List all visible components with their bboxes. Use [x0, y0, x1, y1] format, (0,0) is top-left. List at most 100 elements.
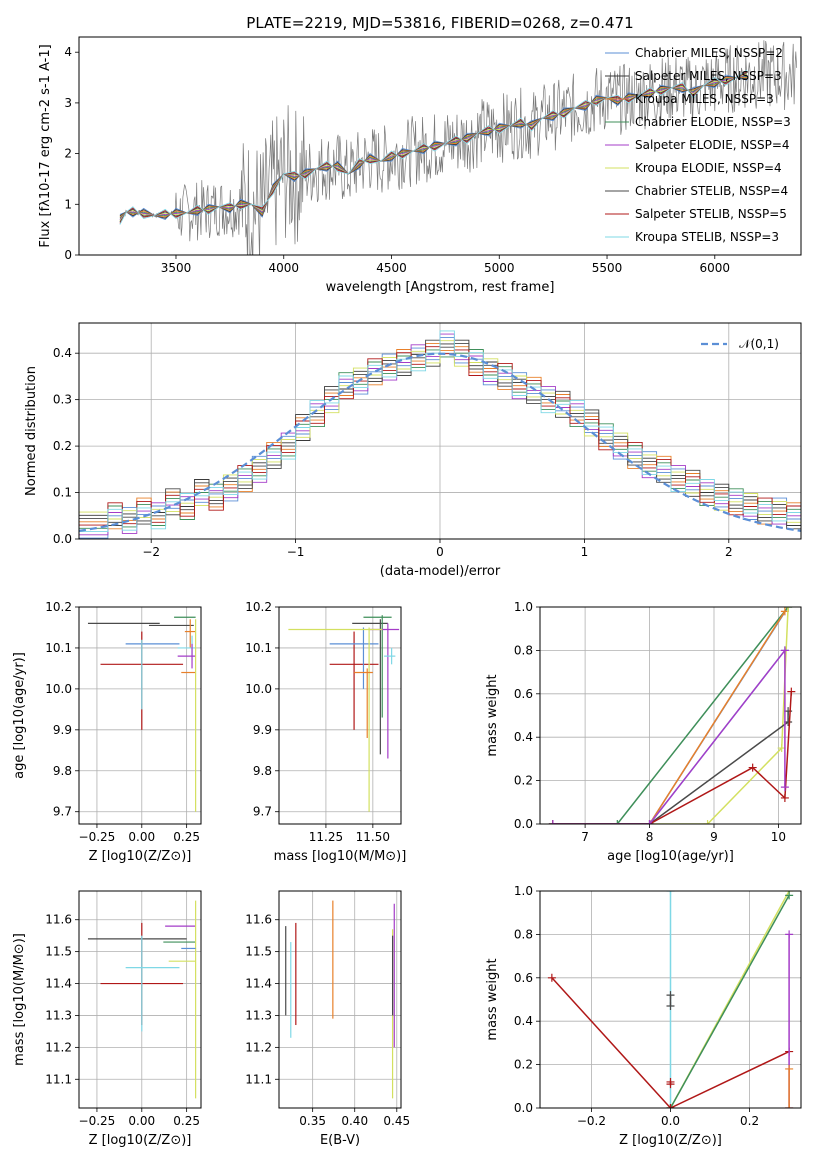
weight-point: [748, 763, 757, 772]
weight_vs_Z-y-tick-label: 1.0: [514, 884, 533, 898]
age_vs_mass-y-tick-label: 10.1: [245, 641, 272, 655]
residual-histogram: [79, 340, 801, 523]
mass_vs_ebv-y-tick-label: 11.3: [245, 1008, 272, 1022]
mass_vs_Z-y-tick-label: 11.6: [45, 913, 72, 927]
mass_vs_Z-y-label: mass [log10(M/M⊙)]: [12, 933, 27, 1066]
residuals-x-tick-label: 0: [436, 545, 444, 559]
age_vs_mass-panel: 11.25 11.50 9.7 9.8 9.9 10.0 10.1 10.2 mass [log…: [245, 600, 406, 864]
weight_vs_Z-x-tick-label: −0.2: [577, 1114, 606, 1128]
age_vs_Z-x-tick-label: 0.00: [128, 830, 155, 844]
legend-label: Kroupa ELODIE, NSSP=4: [635, 161, 782, 175]
residuals-y-tick-label: 0.0: [53, 532, 72, 546]
weight_vs_age-y-tick-label: 0.2: [514, 774, 533, 788]
weight-point: [666, 891, 675, 895]
residuals-plot-area: [79, 323, 801, 539]
residuals-y-tick-label: 0.4: [53, 346, 72, 360]
weight-point: [666, 1077, 675, 1086]
weight_vs_age-y-tick-label: 0.8: [514, 643, 533, 657]
weight_vs_Z-y-tick-label: 0.2: [514, 1058, 533, 1072]
weight-point: [548, 820, 557, 824]
mass_vs_Z-y-tick-label: 11.3: [45, 1008, 72, 1022]
age_vs_mass-x-tick-label: 11.25: [309, 830, 343, 844]
weight-series-line: [552, 711, 789, 824]
figure-title: PLATE=2219, MJD=53816, FIBERID=0268, z=0…: [246, 14, 633, 32]
weight-point: [547, 973, 556, 982]
age_vs_Z-panel: −0.25 0.00 0.25 9.7 9.8 9.9 10.0 10.1 10.2 Z [log…: [12, 600, 202, 864]
spectrum-x-tick-label: 5000: [484, 261, 515, 275]
weight-point: [645, 820, 654, 824]
age_vs_Z-x-tick-label: −0.25: [79, 830, 116, 844]
residual-histogram: [79, 349, 801, 529]
spectrum-x-tick-label: 4000: [268, 261, 299, 275]
weight_vs_age-x-label: age [log10(age/yr)]: [607, 849, 734, 864]
residuals-frame: [78, 322, 802, 540]
age_vs_Z-y-tick-label: 9.9: [53, 723, 72, 737]
legend-label: 𝒩(0,1): [739, 337, 779, 351]
spectrum-y-tick-label: 2: [64, 147, 72, 161]
mass_vs_ebv-y-tick-label: 11.4: [245, 977, 272, 991]
spectrum-y-tick-label: 0: [64, 248, 72, 262]
spectrum-y-tick-label: 3: [64, 96, 72, 110]
mass_vs_Z-y-tick-label: 11.2: [45, 1040, 72, 1054]
weight-point: [785, 1104, 794, 1108]
weight-series-line: [552, 610, 786, 824]
mass_vs_ebv-x-label: E(B-V): [320, 1133, 360, 1148]
weight_vs_age-x-tick-label: 10: [771, 830, 786, 844]
weight-point: [785, 891, 794, 900]
weight_vs_age-x-tick-label: 9: [710, 830, 718, 844]
weight_vs_Z-x-tick-label: 0.0: [661, 1114, 680, 1128]
mass_vs_ebv-y-tick-label: 11.1: [245, 1072, 272, 1086]
legend-label: Salpeter ELODIE, NSSP=4: [635, 138, 790, 152]
weight_vs_age-y-tick-label: 0.6: [514, 687, 533, 701]
mass_vs_ebv-plot-area: [279, 891, 401, 1108]
residual-histogram: [79, 339, 801, 530]
mass_vs_ebv-x-tick-label: 0.45: [383, 1114, 410, 1128]
weight_vs_age-x-tick-label: 8: [646, 830, 654, 844]
age_vs_mass-y-tick-label: 10.2: [245, 600, 272, 614]
legend-label: Kroupa MILES, NSSP=3: [635, 92, 774, 106]
weight_vs_age-frame: [539, 606, 802, 825]
mass_vs_Z-panel: −0.25 0.00 0.25 11.1 11.2 11.3 11.4 11.5 11.6 Z […: [12, 890, 202, 1148]
age_vs_Z-y-tick-label: 10.1: [45, 641, 72, 655]
residuals-y-tick-label: 0.3: [53, 393, 72, 407]
weight-point: [613, 820, 622, 824]
weight-point: [785, 930, 794, 939]
weight-point: [780, 646, 789, 655]
age_vs_mass-y-tick-label: 9.8: [253, 764, 272, 778]
mass_vs_ebv-frame: [278, 890, 402, 1109]
weight-series-line: [551, 977, 790, 1108]
weight-point: [666, 1002, 675, 1011]
mass_vs_Z-x-label: Z [log10(Z/Z⊙)]: [89, 1133, 192, 1148]
normal-reference-curve: [79, 352, 801, 532]
weight_vs_Z-panel: −0.2 0.0 0.2 0.0 0.2 0.4 0.6 0.8 1.0 Z [log10(Z/Z…: [485, 884, 802, 1148]
mass_vs_ebv-y-tick-label: 11.2: [245, 1040, 272, 1054]
mass_vs_Z-x-tick-label: 0.25: [173, 1114, 200, 1128]
age_vs_mass-y-tick-label: 9.7: [253, 805, 272, 819]
residuals-y-tick-label: 0.2: [53, 439, 72, 453]
observed-spectrum-line: [119, 40, 798, 255]
residual-histogram: [79, 330, 801, 533]
legend-label: Chabrier STELIB, NSSP=4: [635, 184, 788, 198]
spectrum-x-label: wavelength [Angstrom, rest frame]: [326, 280, 555, 295]
weight_vs_age-panel: 7 8 9 10 0.0 0.2 0.4 0.6 0.8 1.0 age [log10(age/yr…: [485, 600, 802, 864]
spectrum-x-tick-label: 6000: [700, 261, 731, 275]
weight-series-line: [552, 691, 793, 824]
age_vs_Z-y-tick-label: 10.2: [45, 600, 72, 614]
age_vs_mass-y-tick-label: 10.0: [245, 682, 272, 696]
weight_vs_Z-plot-area: [540, 891, 801, 1108]
residuals-panel: −2 −1 0 1 2 0.0 0.1 0.2 0.3 0.4 𝒩(0,1) (data-model)…: [24, 322, 802, 579]
spectrum-x-tick-label: 3500: [161, 261, 192, 275]
legend-label: Kroupa STELIB, NSSP=3: [635, 230, 779, 244]
spectrum-x-tick-label: 4500: [376, 261, 407, 275]
residuals-x-label: (data-model)/error: [380, 564, 501, 579]
weight-point: [666, 1104, 675, 1108]
mass_vs_Z-plot-area: [79, 891, 201, 1108]
weight-point: [780, 793, 789, 802]
residuals-y-label: Normed distribution: [24, 366, 39, 496]
legend-label: Chabrier ELODIE, NSSP=3: [635, 115, 791, 129]
residual-histogram: [79, 339, 801, 526]
age_vs_mass-plot-area: [279, 607, 401, 824]
age_vs_Z-frame: [78, 606, 202, 825]
